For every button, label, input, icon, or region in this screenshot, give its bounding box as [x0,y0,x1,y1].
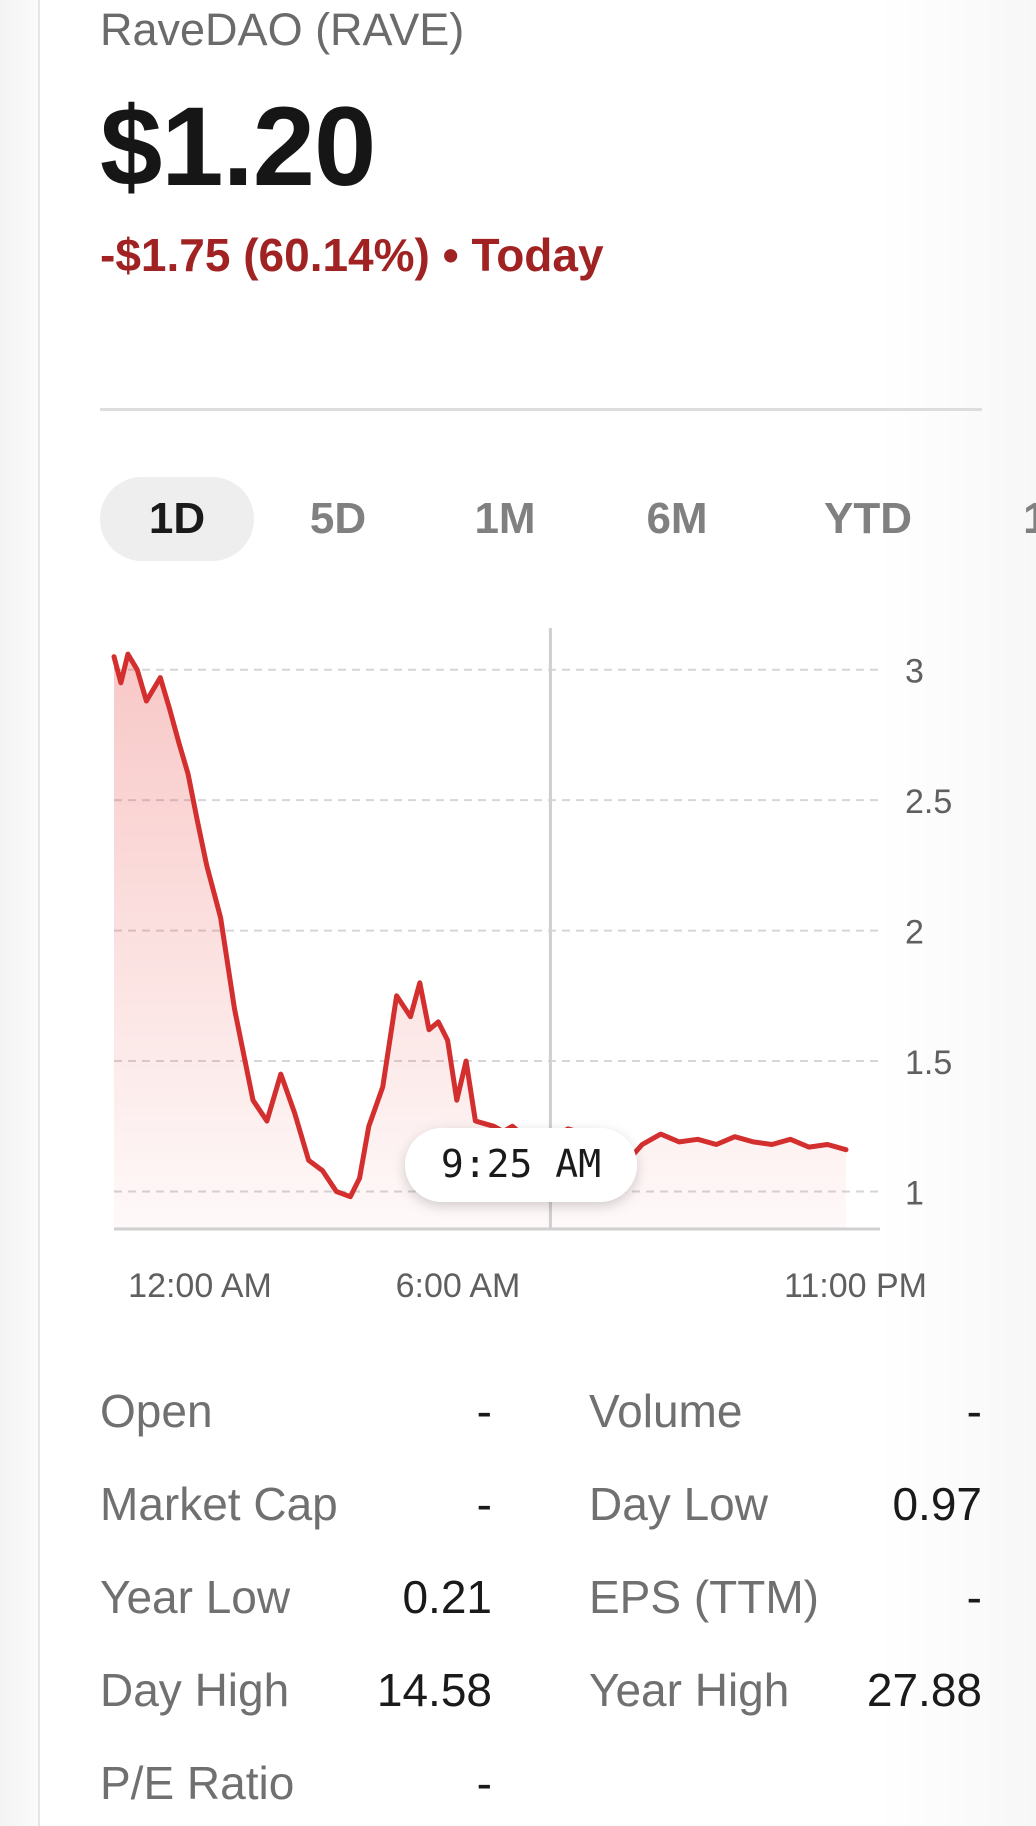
stat-label: Year High [589,1664,790,1716]
page-shade [876,0,1036,1826]
stat-year-high: Year High 27.88 [589,1663,982,1723]
stat-year-low: Year Low 0.21 [100,1570,492,1630]
tooltip [405,1128,637,1202]
tab-5d[interactable]: 5D [309,494,367,543]
y-tick-label: 1.5 [905,1044,952,1082]
tooltip-time: 9:25 AM [441,1142,601,1186]
y-tick-label: 3 [905,653,924,691]
stat-label: Volume [589,1385,743,1437]
stat-label: Year Low [100,1571,291,1623]
stat-market-cap: Market Cap - [100,1477,492,1537]
stat-label: Day Low [589,1478,768,1530]
stat-volume: Volume - [589,1384,982,1444]
range-tabs: 1D 5D 1M 6M YTD 1Y [100,477,1036,561]
stat-value: - [966,1385,982,1437]
stat-value: - [966,1571,982,1623]
x-tick-label: 6:00 AM [396,1267,521,1300]
price-change: -$1.75 (60.14%) • Today [100,229,604,281]
tab-1y[interactable]: 1Y [1023,494,1036,543]
tab-6m[interactable]: 6M [646,494,708,543]
stat-value: 0.97 [892,1478,982,1530]
stat-value: 0.21 [402,1571,492,1623]
stat-eps-ttm: EPS (TTM) - [589,1570,982,1630]
stat-value: 14.58 [376,1664,492,1716]
tab-ytd[interactable]: YTD [824,494,912,543]
x-tick-label: 12:00 AM [128,1267,272,1300]
x-tick-label: 11:00 PM [784,1267,927,1300]
stat-label: Day High [100,1664,290,1716]
stat-label: EPS (TTM) [589,1571,819,1623]
price-chart[interactable]: 1 1.5 2 2.5 3 9:25 AM 12:00 AM 6:00 AM 11:00 PM [0,600,1036,1300]
y-tick-label: 2.5 [905,783,952,821]
tab-1m[interactable]: 1M [474,494,536,543]
asset-name: RaveDAO (RAVE) [100,4,465,55]
series-area [114,654,846,1228]
stat-label: P/E Ratio [100,1757,295,1809]
stat-value: - [476,1478,492,1530]
stat-label: Open [100,1385,213,1437]
stat-pe-ratio: P/E Ratio - [100,1756,492,1816]
stat-value: 27.88 [866,1664,982,1716]
stat-day-low: Day Low 0.97 [589,1477,982,1537]
stat-day-high: Day High 14.58 [100,1663,492,1723]
stat-value: - [476,1385,492,1437]
side-panel-edge [0,0,40,1826]
stat-open: Open - [100,1384,492,1444]
y-tick-label: 2 [905,914,924,952]
y-tick-label: 1 [905,1174,924,1212]
series-line [111,651,849,1200]
stat-value: - [476,1757,492,1809]
divider [100,408,982,411]
current-price: $1.20 [100,84,376,209]
tab-1d[interactable]: 1D [100,477,254,561]
stat-label: Market Cap [100,1478,338,1530]
